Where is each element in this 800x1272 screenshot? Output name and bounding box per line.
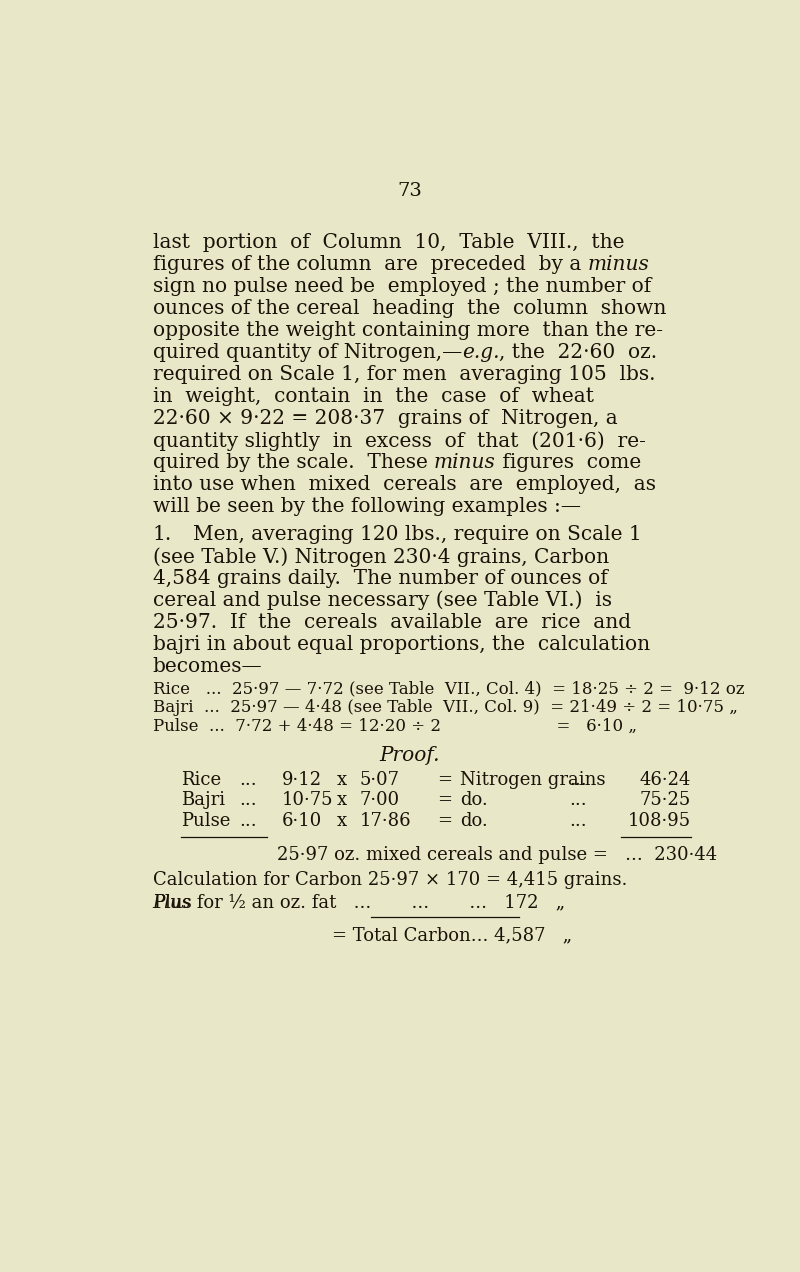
Text: 6·10: 6·10 [282, 812, 322, 831]
Text: Men, averaging 120 lbs., require on Scale 1: Men, averaging 120 lbs., require on Scal… [193, 525, 642, 544]
Text: 25·97 oz. mixed cereals and pulse =   ...  230·44: 25·97 oz. mixed cereals and pulse = ... … [277, 846, 717, 864]
Text: 10·75: 10·75 [282, 791, 334, 809]
Text: 4,584 grains daily.  The number of ounces of: 4,584 grains daily. The number of ounces… [153, 569, 607, 588]
Text: x: x [336, 812, 346, 831]
Text: sign no pulse need be  employed ; the number of: sign no pulse need be employed ; the num… [153, 277, 651, 296]
Text: 46·24: 46·24 [639, 771, 690, 789]
Text: 17·86: 17·86 [360, 812, 411, 831]
Text: ...: ... [569, 771, 586, 789]
Text: 108·95: 108·95 [627, 812, 690, 831]
Text: Nitrogen grains: Nitrogen grains [460, 771, 606, 789]
Text: in  weight,  contain  in  the  case  of  wheat: in weight, contain in the case of wheat [153, 387, 594, 406]
Text: Calculation for Carbon 25·97 × 170 = 4,415 grains.: Calculation for Carbon 25·97 × 170 = 4,4… [153, 870, 627, 889]
Text: do.: do. [460, 791, 488, 809]
Text: =: = [437, 771, 452, 789]
Text: will be seen by the following examples :—: will be seen by the following examples :… [153, 497, 581, 516]
Text: Plus: Plus [153, 894, 191, 912]
Text: Pulse  ...  7·72 + 4·48 = 12·20 ÷ 2                      =   6·10 „: Pulse ... 7·72 + 4·48 = 12·20 ÷ 2 = 6·10… [153, 717, 637, 735]
Text: 1.: 1. [153, 525, 172, 544]
Text: 5·07: 5·07 [360, 771, 400, 789]
Text: figures  come: figures come [496, 453, 641, 472]
Text: e.g.: e.g. [462, 343, 499, 363]
Text: 75·25: 75·25 [639, 791, 690, 809]
Text: Bajri  ...  25·97 — 4·48 (see Table  VII., Col. 9)  = 21·49 ÷ 2 = 10·75 „: Bajri ... 25·97 — 4·48 (see Table VII., … [153, 698, 738, 716]
Text: required on Scale 1, for men  averaging 105  lbs.: required on Scale 1, for men averaging 1… [153, 365, 655, 384]
Text: quantity slightly  in  excess  of  that  (201·6)  re-: quantity slightly in excess of that (201… [153, 431, 646, 450]
Text: cereal and pulse necessary (see Table VI.)  is: cereal and pulse necessary (see Table VI… [153, 590, 612, 611]
Text: ounces of the cereal  heading  the  column  shown: ounces of the cereal heading the column … [153, 299, 666, 318]
Text: x: x [336, 791, 346, 809]
Text: quired quantity of Nitrogen,—: quired quantity of Nitrogen,— [153, 343, 462, 363]
Text: =: = [437, 791, 452, 809]
Text: , the  22·60  oz.: , the 22·60 oz. [499, 343, 658, 363]
Text: bajri in about equal proportions, the  calculation: bajri in about equal proportions, the ca… [153, 635, 650, 654]
Text: (see Table V.) Nitrogen 230·4 grains, Carbon: (see Table V.) Nitrogen 230·4 grains, Ca… [153, 547, 609, 566]
Text: 9·12: 9·12 [282, 771, 322, 789]
Text: quired by the scale.  These: quired by the scale. These [153, 453, 434, 472]
Text: 22·60 × 9·22 = 208·37  grains of  Nitrogen, a: 22·60 × 9·22 = 208·37 grains of Nitrogen… [153, 410, 618, 429]
Text: ...: ... [239, 771, 257, 789]
Text: ...: ... [569, 791, 586, 809]
Text: = Total Carbon... 4,587   „: = Total Carbon... 4,587 „ [333, 926, 573, 944]
Text: into use when  mixed  cereals  are  employed,  as: into use when mixed cereals are employed… [153, 474, 656, 494]
Text: 7·00: 7·00 [360, 791, 400, 809]
Text: minus: minus [434, 453, 496, 472]
Text: ...: ... [239, 791, 257, 809]
Text: for ½ an oz. fat   ...       ...       ...   172   „: for ½ an oz. fat ... ... ... 172 „ [191, 894, 566, 912]
Text: Pulse: Pulse [182, 812, 230, 831]
Text: Plus: Plus [153, 894, 191, 912]
Text: minus: minus [587, 256, 650, 275]
Text: Rice   ...  25·97 — 7·72 (see Table  VII., Col. 4)  = 18·25 ÷ 2 =  9·12 oz: Rice ... 25·97 — 7·72 (see Table VII., C… [153, 681, 744, 697]
Text: ...: ... [239, 812, 257, 831]
Text: figures of the column  are  preceded  by a: figures of the column are preceded by a [153, 256, 587, 275]
Text: 25·97.  If  the  cereals  available  are  rice  and: 25·97. If the cereals available are rice… [153, 613, 631, 632]
Text: Bajri: Bajri [182, 791, 226, 809]
Text: x: x [336, 771, 346, 789]
Text: opposite the weight containing more  than the re-: opposite the weight containing more than… [153, 322, 662, 341]
Text: Proof.: Proof. [380, 745, 440, 764]
Text: ...: ... [569, 812, 586, 831]
Text: Rice: Rice [182, 771, 222, 789]
Text: last  portion  of  Column  10,  Table  VIII.,  the: last portion of Column 10, Table VIII., … [153, 234, 624, 252]
Text: do.: do. [460, 812, 488, 831]
Text: =: = [437, 812, 452, 831]
Text: becomes—: becomes— [153, 656, 262, 675]
Text: 73: 73 [398, 182, 422, 200]
